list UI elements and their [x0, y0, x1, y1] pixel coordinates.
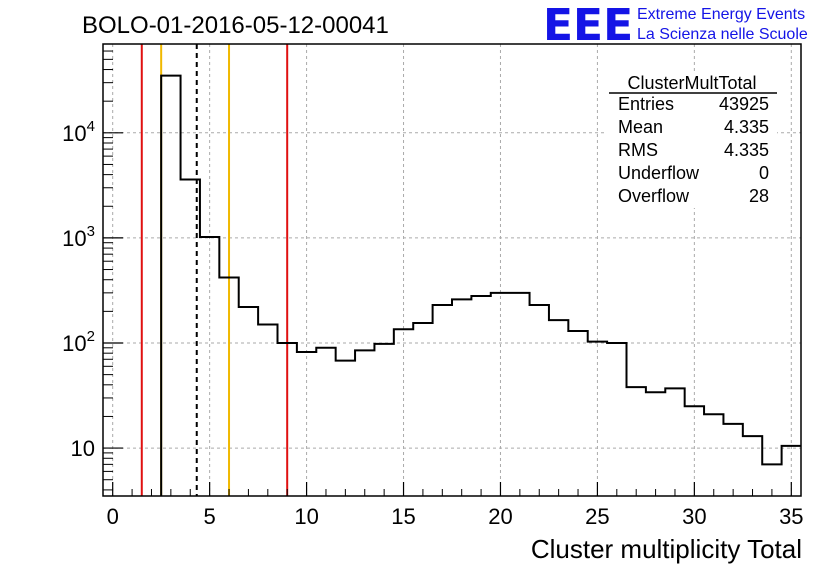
- x-axis-title: Cluster multiplicity Total: [531, 534, 802, 564]
- x-tick-label: 15: [391, 504, 415, 529]
- y-tick-labels: 10 102 103 104: [62, 118, 95, 461]
- stats-box: ClusterMultTotal Entries 43925 Mean 4.335 RM…: [607, 72, 777, 208]
- stats-row-value: 43925: [719, 94, 769, 114]
- x-tick-label: 0: [107, 504, 119, 529]
- logo-line-2: La Scienza nelle Scuole: [637, 26, 808, 43]
- stats-row-value: 28: [749, 186, 769, 206]
- stats-row-value: 0: [759, 163, 769, 183]
- x-tick-label: 10: [294, 504, 318, 529]
- x-tick-label: 20: [488, 504, 512, 529]
- chart-title: BOLO-01-2016-05-12-00041: [82, 12, 389, 39]
- histogram-series: [160, 74, 801, 496]
- x-tick-label: 25: [585, 504, 609, 529]
- stats-rows: Entries 43925 Mean 4.335 RMS 4.335 Underflow 0 O…: [618, 94, 769, 206]
- stats-box-background: [607, 72, 777, 208]
- x-tick-label: 5: [204, 504, 216, 529]
- stats-row-label: Entries: [618, 94, 674, 114]
- histogram-outline: [160, 74, 801, 496]
- y-tick-label: 10: [71, 436, 95, 461]
- stats-row-value: 4.335: [724, 140, 769, 160]
- axis-ticks: [103, 43, 792, 496]
- x-tick-label: 35: [779, 504, 803, 529]
- cut-lines: [140, 44, 289, 496]
- logo-line-1: Extreme Energy Events: [637, 6, 805, 23]
- stats-box-title: ClusterMultTotal: [627, 73, 756, 93]
- eee-logo-letters: EEE: [543, 0, 633, 51]
- x-tick-label: 30: [682, 504, 706, 529]
- eee-logo: EEE Extreme Energy Events La Scienza nel…: [543, 0, 808, 51]
- y-tick-label: 104: [62, 118, 95, 146]
- y-tick-label: 102: [62, 328, 95, 356]
- x-tick-labels: 0 5 10 15 20 25 30 35: [107, 504, 804, 529]
- stats-row-label: Overflow: [618, 186, 690, 206]
- stats-row-label: Mean: [618, 117, 663, 137]
- y-tick-label: 103: [62, 223, 95, 251]
- stats-row-label: RMS: [618, 140, 658, 160]
- stats-row-value: 4.335: [724, 117, 769, 137]
- stats-row-label: Underflow: [618, 163, 700, 183]
